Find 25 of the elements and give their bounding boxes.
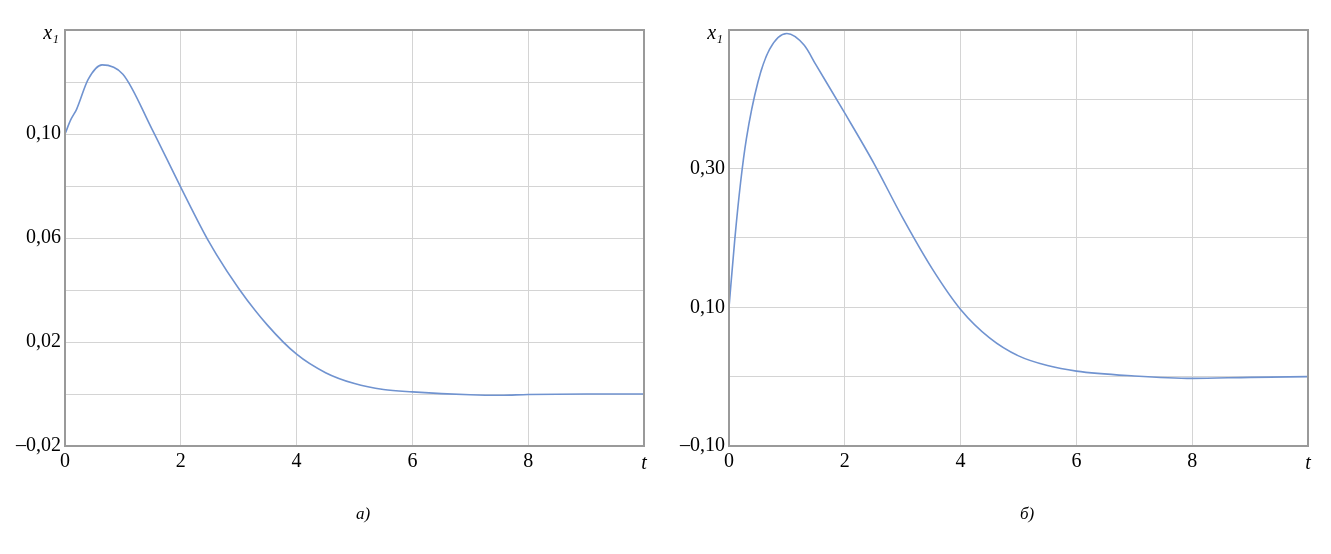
x-tick-label: 2 (175, 449, 186, 472)
y-axis-title: x₁ (706, 21, 723, 44)
text: а) (354, 504, 372, 524)
y-axis-title: x₁ (42, 21, 59, 44)
x-tick-label: 0 (724, 449, 734, 472)
y-tick-label: 0,10 (26, 121, 61, 144)
x-tick-label: 4 (291, 449, 302, 472)
y-tick-label: –0,10 (679, 433, 725, 456)
x-tick-label: 2 (839, 449, 850, 472)
line-series (729, 32, 1308, 380)
x-tick-label: 0 (60, 449, 70, 472)
y-tick-label: –0,02 (15, 433, 61, 456)
y-tick-label: 0,10 (690, 294, 725, 317)
x-tick-label: 8 (1187, 449, 1198, 472)
x-tick-label: 6 (407, 449, 418, 472)
x-tick-label: 8 (523, 449, 534, 472)
y-tick-label: 0,06 (26, 225, 61, 248)
x-tick-label: 6 (1071, 449, 1082, 472)
line-series (65, 64, 644, 397)
y-tick-label: 0,30 (690, 155, 725, 178)
text: б) (1018, 504, 1036, 524)
x-tick-label: 4 (955, 449, 966, 472)
x-axis-title: t (1305, 451, 1312, 474)
x-axis-title: t (641, 451, 648, 474)
y-tick-label: 0,02 (26, 329, 61, 352)
